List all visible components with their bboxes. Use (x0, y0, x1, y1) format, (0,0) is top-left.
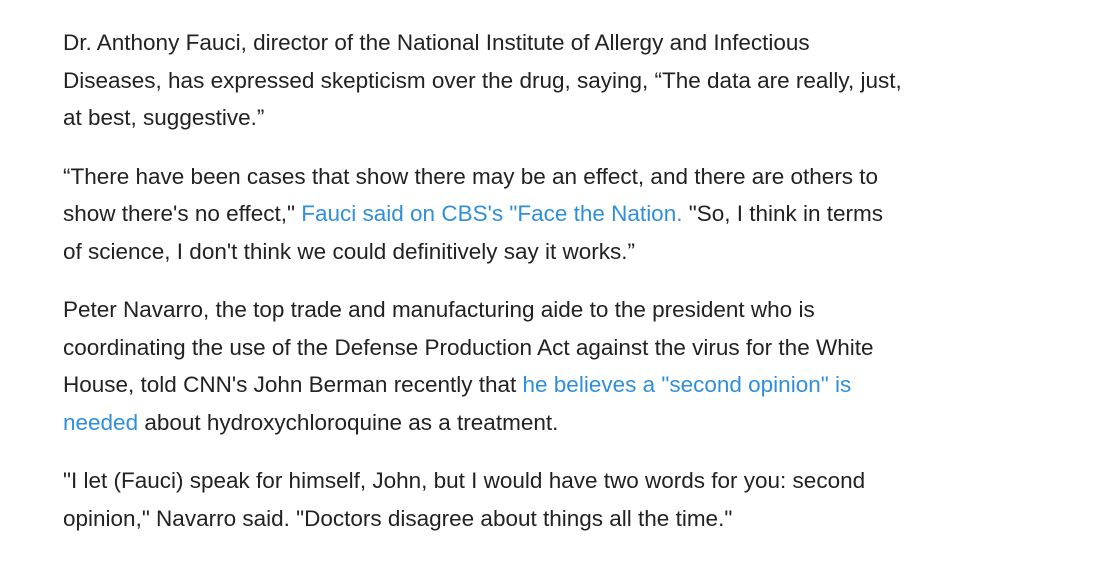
paragraph-navarro: Peter Navarro, the top trade and manufac… (63, 291, 1073, 441)
paragraph-fauci-skepticism: Dr. Anthony Fauci, director of the Natio… (63, 24, 1073, 137)
article-body: Dr. Anthony Fauci, director of the Natio… (63, 24, 1073, 558)
second-opinion-link[interactable]: he believes a "second opinion" is (522, 372, 852, 397)
face-the-nation-link[interactable]: Fauci said on CBS's "Face the Nation. (301, 201, 683, 226)
paragraph-text: "So, I think in terms (682, 201, 884, 226)
paragraph-line: of science, I don't think we could defin… (63, 238, 636, 264)
paragraph-line: coordinating the use of the Defense Prod… (63, 334, 874, 360)
paragraph-line: Peter Navarro, the top trade and manufac… (63, 297, 815, 322)
paragraph-fauci-quote: “There have been cases that show there m… (63, 158, 1073, 271)
paragraph-text: about hydroxychloroquine as a treatment. (138, 409, 559, 435)
paragraph-text: House, told CNN's John Berman recently t… (63, 372, 523, 397)
paragraph-line: opinion," Navarro said. "Doctors disagre… (63, 505, 733, 531)
paragraph-line: "I let (Fauci) speak for himself, John, … (63, 468, 866, 493)
paragraph-line: Dr. Anthony Fauci, director of the Natio… (63, 30, 810, 55)
paragraph-text: show there's no effect," (63, 201, 302, 226)
paragraph-line: Diseases, has expressed skepticism over … (63, 67, 902, 93)
second-opinion-link-continued[interactable]: needed (63, 409, 139, 435)
paragraph-line: “There have been cases that show there m… (63, 163, 879, 189)
paragraph-line: at best, suggestive.” (63, 105, 265, 130)
paragraph-navarro-quote: "I let (Fauci) speak for himself, John, … (63, 462, 1073, 537)
